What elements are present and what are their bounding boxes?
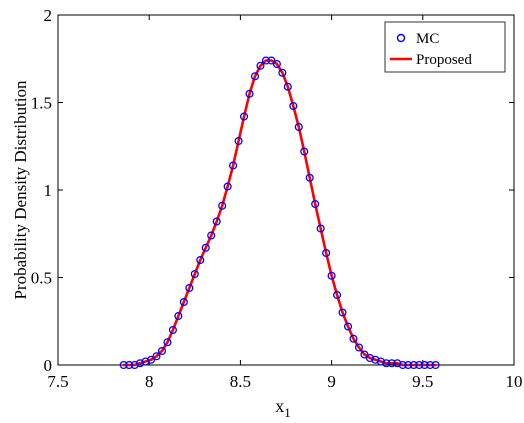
x-tick-label: 8 — [145, 372, 154, 391]
mc-point — [338, 308, 347, 317]
mc-point — [278, 68, 287, 77]
mc-point — [343, 322, 353, 331]
mc-point — [316, 224, 325, 233]
y-axis-ticks: 0 0.5 1 1.5 2 — [31, 6, 514, 375]
mc-point — [382, 359, 391, 368]
mc-point — [333, 290, 342, 300]
legend-mc-label: MC — [416, 31, 439, 47]
mc-point — [212, 217, 221, 226]
x-tick-label: 9 — [327, 372, 336, 391]
mc-point — [190, 269, 199, 279]
y-tick-label: 0 — [44, 356, 53, 375]
mc-point — [179, 297, 188, 307]
mc-point — [125, 360, 134, 370]
mc-point — [141, 357, 150, 366]
mc-point — [393, 359, 402, 368]
mc-point — [245, 89, 254, 98]
mc-point — [426, 360, 435, 370]
mc-point — [234, 136, 243, 146]
y-tick-label: 2 — [44, 6, 53, 25]
mc-point — [157, 346, 167, 356]
mc-point — [152, 352, 161, 361]
mc-point — [322, 248, 331, 258]
legend-box — [384, 21, 506, 73]
x-tick-label: 10 — [506, 372, 523, 391]
mc-point — [409, 360, 418, 370]
series-layer — [119, 56, 440, 370]
legend: MC Proposed — [384, 21, 506, 73]
mc-point — [168, 325, 177, 335]
x-axis-label: x1 — [275, 396, 291, 420]
x-axis-label-subscript: 1 — [284, 405, 291, 420]
mc-point — [223, 182, 232, 191]
mc-point — [250, 72, 260, 81]
mc-point — [431, 360, 440, 370]
y-axis-label: Probability Density Distribution — [11, 80, 30, 300]
mc-point — [163, 338, 172, 347]
mc-point — [289, 101, 298, 111]
mc-point — [185, 283, 194, 293]
mc-point — [146, 355, 156, 364]
y-tick-label: 1.5 — [31, 94, 52, 113]
mc-point — [305, 173, 314, 182]
mc-point — [240, 112, 249, 121]
mc-point — [387, 359, 396, 368]
mc-point — [196, 255, 205, 265]
y-tick-label: 0.5 — [31, 269, 52, 288]
mc-point — [354, 343, 364, 352]
mc-point — [174, 311, 183, 321]
mc-point — [349, 334, 358, 343]
mc-point — [420, 360, 429, 370]
legend-proposed-label: Proposed — [416, 52, 472, 68]
mc-point — [272, 59, 281, 69]
mc-point — [229, 161, 238, 170]
legend-mc-marker — [396, 33, 406, 43]
mc-point — [294, 122, 303, 132]
mc-point — [300, 147, 309, 156]
mc-point — [207, 231, 216, 240]
x-tick-label: 9.5 — [412, 372, 433, 391]
mc-point — [119, 360, 128, 370]
mc-point — [261, 56, 270, 65]
x-tick-label: 7.5 — [47, 372, 68, 391]
mc-point — [267, 56, 276, 65]
mc-point — [136, 359, 145, 368]
mc-point — [371, 355, 380, 364]
mc-point — [130, 360, 139, 370]
mc-point — [256, 61, 265, 70]
x-tick-label: 8.5 — [230, 372, 251, 391]
x-axis-ticks: 7.5 8 8.5 9 9.5 10 — [47, 15, 523, 391]
mc-point — [398, 360, 407, 370]
mc-point — [360, 350, 369, 359]
mc-point — [365, 353, 374, 363]
mc-point — [201, 243, 210, 252]
mc-point — [283, 82, 292, 91]
mc-point — [218, 201, 227, 210]
mc-point — [376, 357, 385, 366]
mc-point — [311, 199, 320, 209]
mc-point — [404, 360, 413, 370]
mc-point — [327, 271, 336, 280]
mc-point — [415, 360, 424, 370]
y-tick-label: 1 — [44, 181, 53, 200]
